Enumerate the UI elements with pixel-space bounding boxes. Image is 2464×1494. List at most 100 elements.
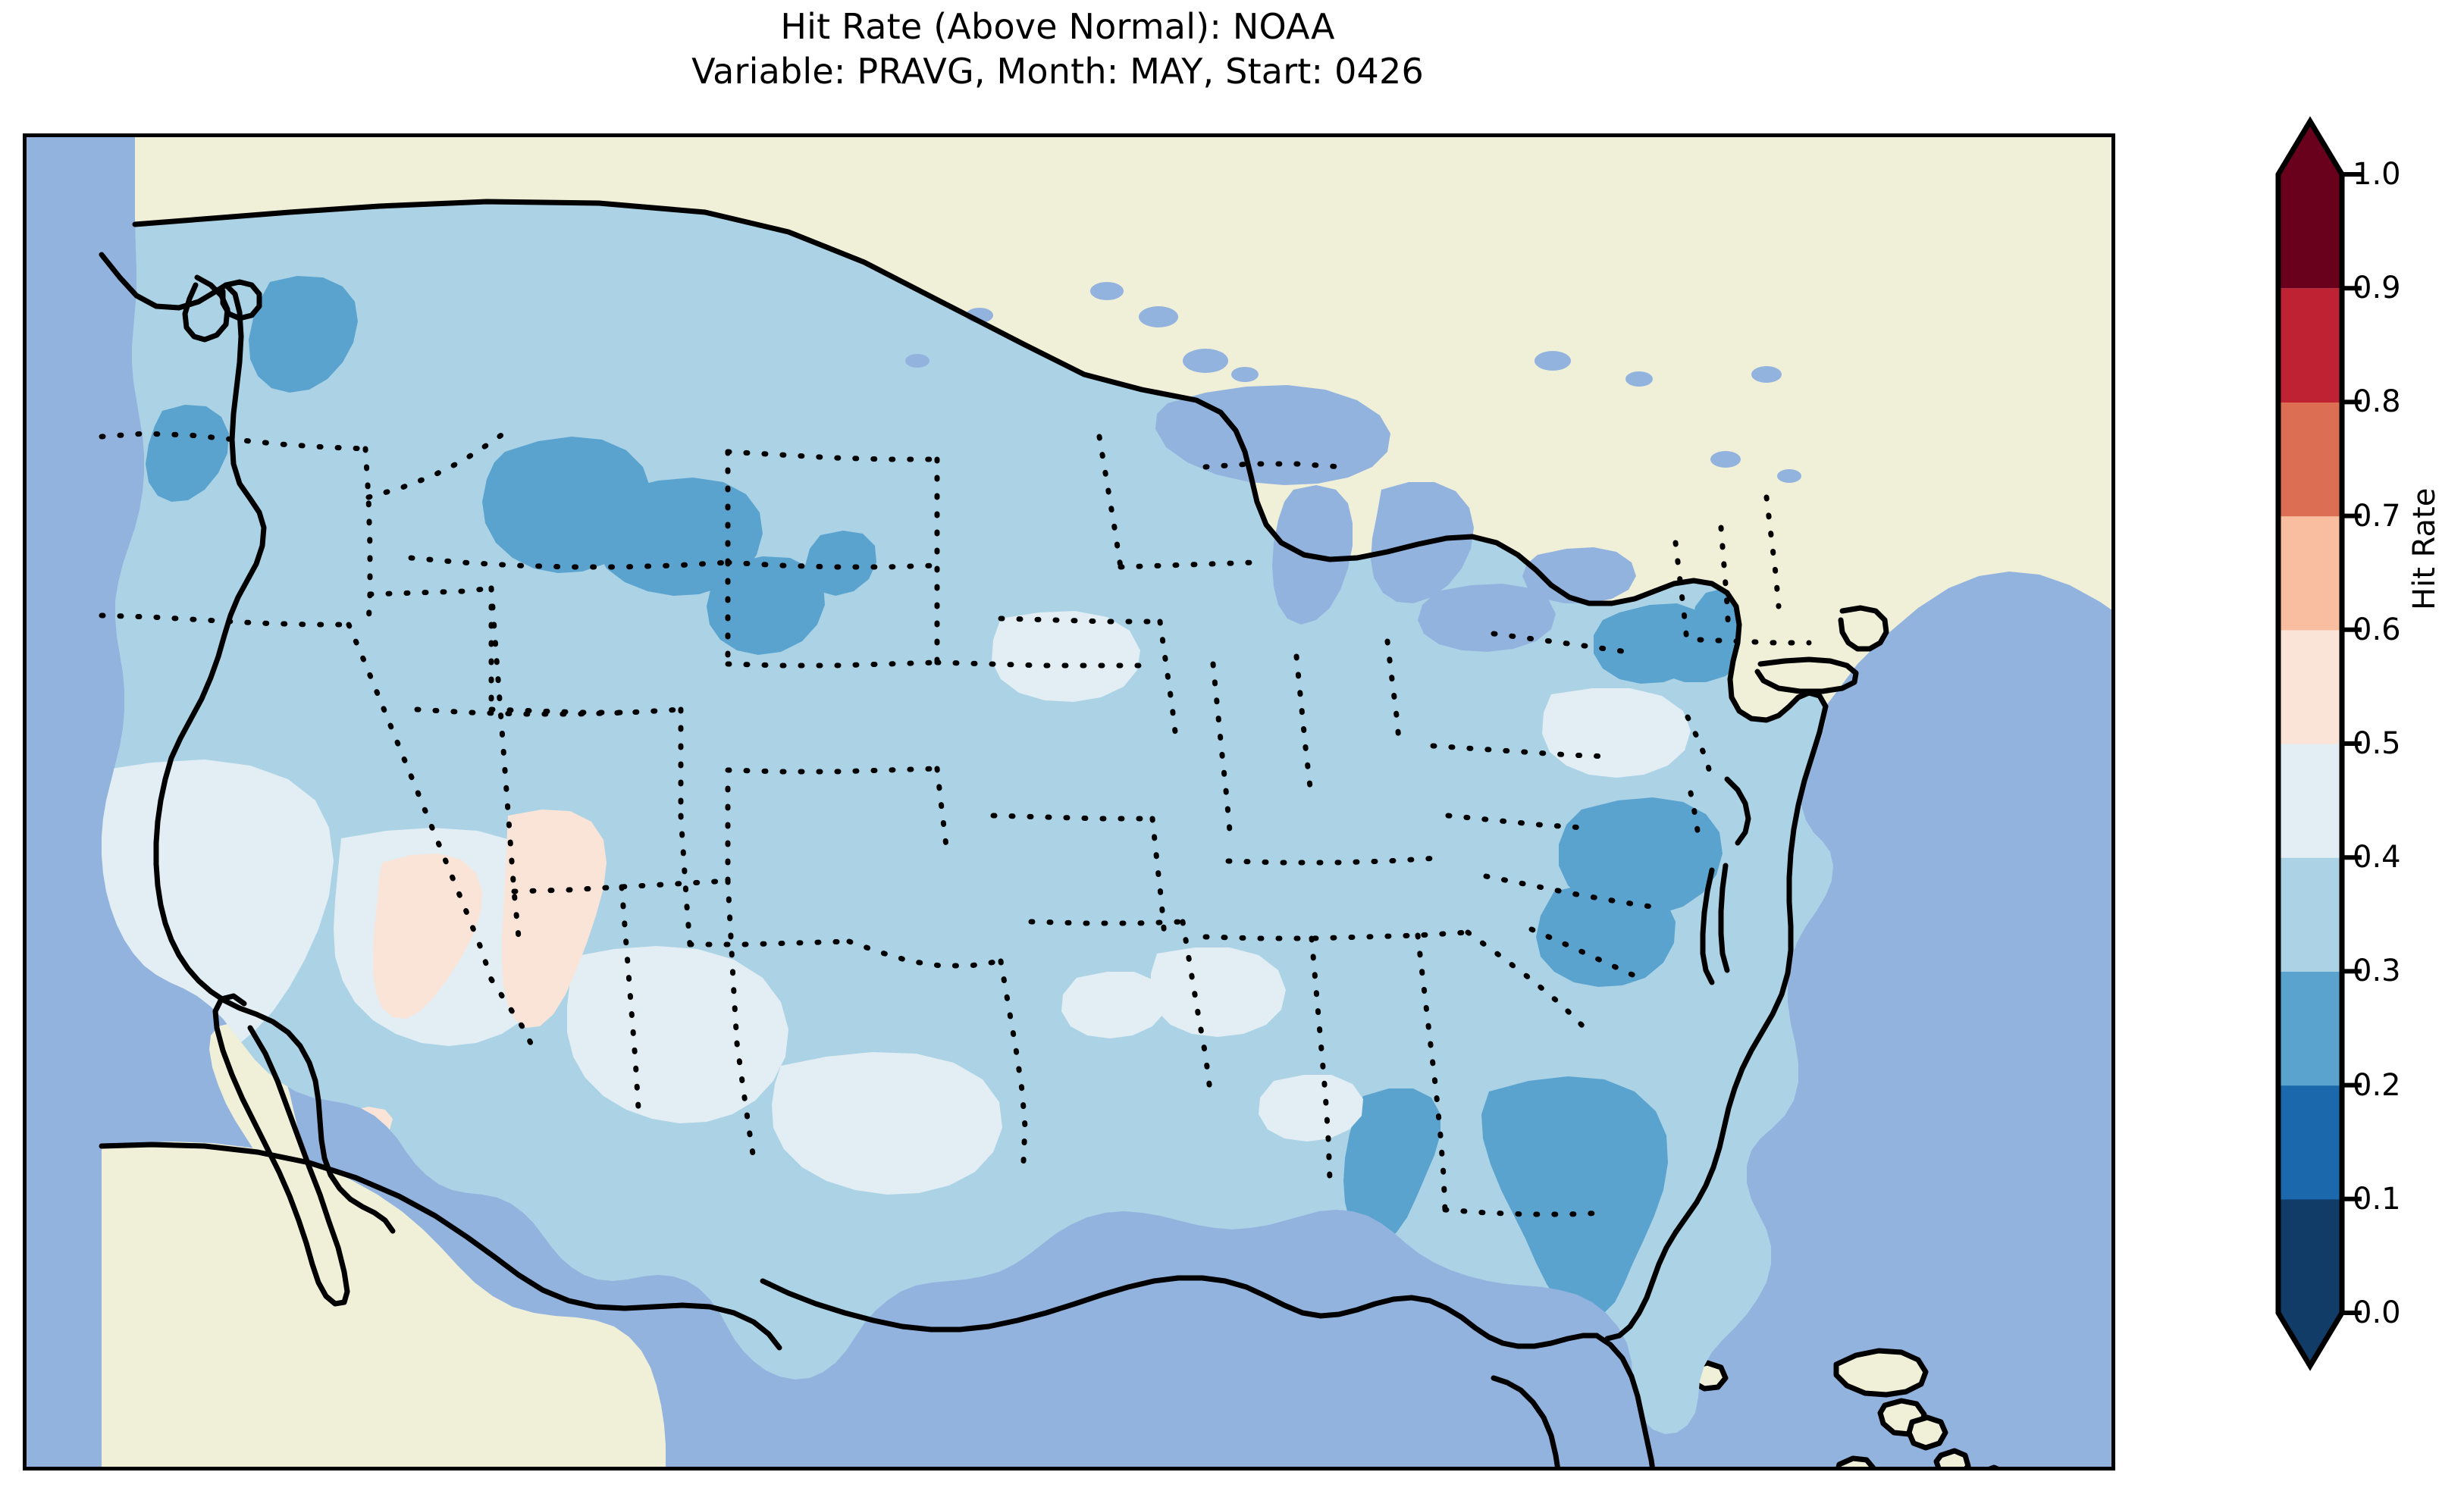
state-border <box>1028 919 1186 926</box>
colorbar-axis-label: Hit Rate <box>2407 487 2442 610</box>
map-svg <box>27 137 2111 1467</box>
state-border <box>1491 631 1630 655</box>
colorbar-ticks <box>2342 172 2362 1315</box>
coastline-layer <box>99 199 1889 1467</box>
state-border <box>367 585 494 597</box>
raster-region <box>373 853 482 1019</box>
colorbar-band <box>2278 1085 2342 1200</box>
state-border <box>1149 816 1168 940</box>
mexico-landmass <box>102 1142 666 1467</box>
state-border <box>934 659 1152 669</box>
inland-lake <box>1710 451 1741 468</box>
raster-region <box>146 405 229 502</box>
raster-region <box>992 611 1140 702</box>
state-border <box>1210 661 1233 834</box>
state-border <box>1763 494 1782 609</box>
raster-region <box>1594 603 1710 684</box>
inland-lake <box>1183 349 1228 373</box>
colorbar-outline <box>2275 116 2345 1371</box>
raster-region <box>594 478 763 596</box>
inland-lake <box>1625 371 1653 387</box>
raster-region <box>249 276 358 393</box>
colorbar-bands <box>2278 121 2342 1366</box>
state-border <box>1430 743 1610 760</box>
inland-lake <box>905 354 929 368</box>
colorbar-tick-label: 1.0 <box>2353 157 2401 192</box>
raster-region <box>707 556 825 655</box>
coastline <box>1724 776 1751 846</box>
state-border <box>725 449 940 462</box>
state-border <box>1483 873 1663 911</box>
state-border <box>1118 559 1257 570</box>
coastline <box>1838 605 1889 652</box>
coastline <box>1754 656 1859 694</box>
state-border <box>1688 790 1701 838</box>
inland-lake <box>1777 469 1801 483</box>
colorbar-tick-label: 0.9 <box>2353 271 2401 306</box>
coastline <box>1604 703 1829 1342</box>
title-line-1: Hit Rate (Above Normal): NOAA <box>780 6 1335 47</box>
bahamas-island <box>1835 1455 1876 1467</box>
state-border <box>1685 714 1715 785</box>
state-border <box>488 585 522 940</box>
bahamas-island <box>1988 1464 1999 1467</box>
state-border <box>414 706 684 717</box>
coastline <box>760 1275 1600 1349</box>
raster-region <box>805 531 876 596</box>
state-border <box>1718 525 1732 637</box>
colorbar-tick-label: 0.0 <box>2353 1295 2401 1330</box>
inland-lake <box>1231 367 1259 382</box>
raster-region <box>1151 947 1286 1037</box>
colorbar-band <box>2278 288 2342 402</box>
coastline <box>132 199 1829 723</box>
great-lake <box>1418 584 1556 652</box>
state-border <box>1202 929 1471 941</box>
state-border <box>1096 434 1124 570</box>
inland-lake <box>1299 392 1324 406</box>
raster-region <box>1536 882 1676 987</box>
hit-rate-raster <box>102 202 1833 1434</box>
colorbar-band <box>2278 1198 2342 1366</box>
title-line-2: Variable: PRAVG, Month: MAY, Start: 0426 <box>691 50 1424 92</box>
inland-lake <box>1751 366 1782 383</box>
raster-region <box>1343 1088 1440 1242</box>
colorbar-band <box>2278 629 2342 744</box>
state-borders-layer <box>99 428 1812 1217</box>
coastline <box>99 1142 782 1351</box>
state-border <box>846 938 1004 969</box>
state-border <box>725 766 940 775</box>
coastline <box>220 279 262 321</box>
state-border <box>678 813 693 947</box>
coastline <box>212 993 350 1307</box>
raster-region <box>502 810 607 1028</box>
colorbar-tick-label: 0.1 <box>2353 1181 2401 1217</box>
raster-region <box>1061 972 1166 1038</box>
colorbar-tick-label: 0.7 <box>2353 498 2401 534</box>
state-border <box>934 766 949 849</box>
colorbar-band <box>2278 402 2342 517</box>
state-border <box>1672 540 1691 652</box>
state-border <box>1157 619 1180 747</box>
colorbar-tick-label: 0.8 <box>2353 384 2401 420</box>
state-border <box>1697 637 1812 646</box>
map-plot-area <box>23 133 2115 1471</box>
colorbar-band <box>2278 971 2342 1086</box>
inland-lake <box>1090 282 1124 300</box>
colorbar-tick-label: 0.5 <box>2353 726 2401 761</box>
great-lake <box>1522 547 1636 603</box>
baja-california <box>209 1023 350 1296</box>
state-border <box>1180 919 1213 1093</box>
inland-lake <box>1535 351 1571 371</box>
coastline <box>1491 1333 1655 1467</box>
state-border <box>1225 855 1440 866</box>
colorbar-tick-label: 0.3 <box>2353 954 2401 989</box>
inland-lake <box>1139 306 1178 327</box>
colorbar-band <box>2278 515 2342 631</box>
colorbar-band <box>2278 121 2342 289</box>
state-border <box>1384 638 1403 750</box>
state-border <box>1528 926 1642 981</box>
colorbar: 0.0 0.1 0.2 0.3 0.4 0.5 0.6 0.7 0.8 0.9 1.0 Hit Ra… <box>2263 114 2453 1387</box>
colorbar-tick-label: 0.6 <box>2353 612 2401 647</box>
state-border <box>346 622 494 982</box>
